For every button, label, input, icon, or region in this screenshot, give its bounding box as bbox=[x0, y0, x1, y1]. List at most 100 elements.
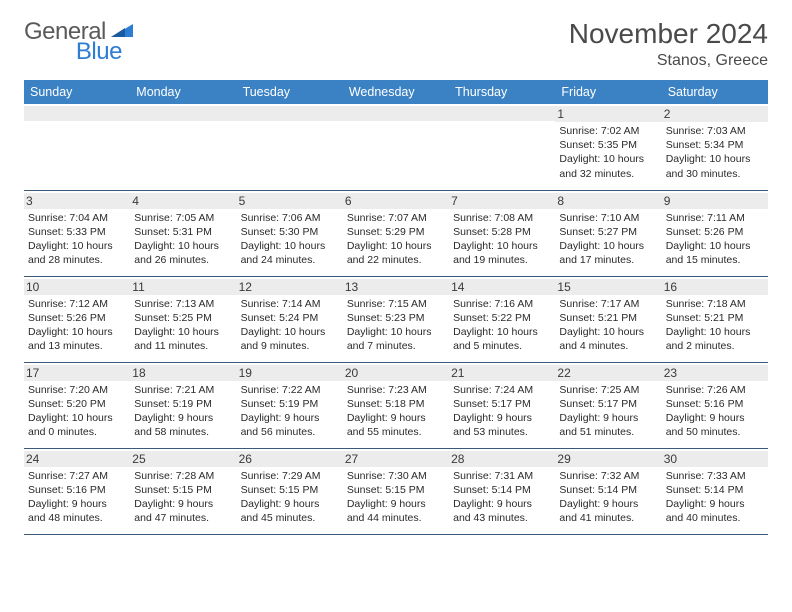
day-cell: 25Sunrise: 7:28 AMSunset: 5:15 PMDayligh… bbox=[130, 448, 236, 534]
day-info: Sunrise: 7:14 AMSunset: 5:24 PMDaylight:… bbox=[241, 297, 339, 354]
day-info: Sunrise: 7:07 AMSunset: 5:29 PMDaylight:… bbox=[347, 211, 445, 268]
day-number: 23 bbox=[662, 365, 768, 381]
weekday-tue: Tuesday bbox=[237, 80, 343, 104]
day-info: Sunrise: 7:02 AMSunset: 5:35 PMDaylight:… bbox=[559, 124, 657, 181]
day-cell bbox=[237, 104, 343, 190]
day-number: 22 bbox=[555, 365, 661, 381]
location: Stanos, Greece bbox=[569, 52, 768, 70]
day-info-line: Daylight: 9 hours bbox=[559, 497, 657, 511]
day-info-line: Sunrise: 7:08 AM bbox=[453, 211, 551, 225]
day-cell: 27Sunrise: 7:30 AMSunset: 5:15 PMDayligh… bbox=[343, 448, 449, 534]
day-cell: 28Sunrise: 7:31 AMSunset: 5:14 PMDayligh… bbox=[449, 448, 555, 534]
day-info-line: Daylight: 10 hours bbox=[666, 325, 764, 339]
day-info-line: Sunset: 5:26 PM bbox=[666, 225, 764, 239]
calendar-page: General Blue November 2024 Stanos, Greec… bbox=[0, 0, 792, 553]
day-number: 7 bbox=[449, 193, 555, 209]
empty-day bbox=[130, 106, 236, 121]
day-info-line: Daylight: 10 hours bbox=[559, 325, 657, 339]
day-info-line: Daylight: 9 hours bbox=[241, 411, 339, 425]
day-info-line: and 50 minutes. bbox=[666, 425, 764, 439]
day-info-line: and 19 minutes. bbox=[453, 253, 551, 267]
day-number: 16 bbox=[662, 279, 768, 295]
day-cell: 19Sunrise: 7:22 AMSunset: 5:19 PMDayligh… bbox=[237, 362, 343, 448]
day-info-line: and 2 minutes. bbox=[666, 339, 764, 353]
day-info-line: Sunrise: 7:22 AM bbox=[241, 383, 339, 397]
day-info-line: and 28 minutes. bbox=[28, 253, 126, 267]
day-info-line: Sunset: 5:17 PM bbox=[559, 397, 657, 411]
day-cell: 10Sunrise: 7:12 AMSunset: 5:26 PMDayligh… bbox=[24, 276, 130, 362]
day-info-line: Daylight: 10 hours bbox=[347, 239, 445, 253]
day-info: Sunrise: 7:24 AMSunset: 5:17 PMDaylight:… bbox=[453, 383, 551, 440]
weekday-wed: Wednesday bbox=[343, 80, 449, 104]
day-info-line: Sunset: 5:20 PM bbox=[28, 397, 126, 411]
day-info: Sunrise: 7:16 AMSunset: 5:22 PMDaylight:… bbox=[453, 297, 551, 354]
day-number: 26 bbox=[237, 451, 343, 467]
day-info: Sunrise: 7:06 AMSunset: 5:30 PMDaylight:… bbox=[241, 211, 339, 268]
day-info-line: and 0 minutes. bbox=[28, 425, 126, 439]
day-info-line: Sunset: 5:15 PM bbox=[241, 483, 339, 497]
day-info-line: Sunrise: 7:04 AM bbox=[28, 211, 126, 225]
empty-day bbox=[343, 106, 449, 121]
day-info-line: Sunrise: 7:02 AM bbox=[559, 124, 657, 138]
day-info-line: Sunset: 5:16 PM bbox=[28, 483, 126, 497]
day-info-line: Sunrise: 7:10 AM bbox=[559, 211, 657, 225]
day-cell: 22 Sunrise: 7:25 AMSunset: 5:17 PMDayligh… bbox=[555, 362, 661, 448]
day-cell: 7Sunrise: 7:08 AMSunset: 5:28 PMDaylight… bbox=[449, 190, 555, 276]
day-cell: 30Sunrise: 7:33 AMSunset: 5:14 PMDayligh… bbox=[662, 448, 768, 534]
day-number: 10 bbox=[24, 279, 130, 295]
day-cell: 13Sunrise: 7:15 AMSunset: 5:23 PMDayligh… bbox=[343, 276, 449, 362]
day-info-line: Sunrise: 7:30 AM bbox=[347, 469, 445, 483]
day-info-line: Daylight: 9 hours bbox=[134, 411, 232, 425]
day-info-line: Sunrise: 7:18 AM bbox=[666, 297, 764, 311]
day-info-line: Sunrise: 7:16 AM bbox=[453, 297, 551, 311]
day-info-line: and 9 minutes. bbox=[241, 339, 339, 353]
day-info-line: Sunrise: 7:06 AM bbox=[241, 211, 339, 225]
day-cell bbox=[24, 104, 130, 190]
day-number: 13 bbox=[343, 279, 449, 295]
day-number: 17 bbox=[24, 365, 130, 381]
day-info-line: Sunrise: 7:31 AM bbox=[453, 469, 551, 483]
day-info-line: and 17 minutes. bbox=[559, 253, 657, 267]
day-info-line: and 40 minutes. bbox=[666, 511, 764, 525]
day-info-line: Sunset: 5:28 PM bbox=[453, 225, 551, 239]
day-info-line: Daylight: 10 hours bbox=[559, 152, 657, 166]
day-cell: 26Sunrise: 7:29 AMSunset: 5:15 PMDayligh… bbox=[237, 448, 343, 534]
weekday-fri: Friday bbox=[555, 80, 661, 104]
day-cell: 5 Sunrise: 7:06 AMSunset: 5:30 PMDaylight… bbox=[237, 190, 343, 276]
day-info-line: Daylight: 10 hours bbox=[453, 325, 551, 339]
day-number: 19 bbox=[237, 365, 343, 381]
empty-day bbox=[449, 106, 555, 121]
day-info-line: and 41 minutes. bbox=[559, 511, 657, 525]
calendar-table: Sunday Monday Tuesday Wednesday Thursday… bbox=[24, 80, 768, 535]
day-cell: 11Sunrise: 7:13 AMSunset: 5:25 PMDayligh… bbox=[130, 276, 236, 362]
day-info: Sunrise: 7:04 AMSunset: 5:33 PMDaylight:… bbox=[28, 211, 126, 268]
day-info: Sunrise: 7:25 AMSunset: 5:17 PMDaylight:… bbox=[559, 383, 657, 440]
day-info-line: Sunrise: 7:26 AM bbox=[666, 383, 764, 397]
day-info: Sunrise: 7:21 AMSunset: 5:19 PMDaylight:… bbox=[134, 383, 232, 440]
day-number: 2 bbox=[662, 106, 768, 122]
day-info: Sunrise: 7:33 AMSunset: 5:14 PMDaylight:… bbox=[666, 469, 764, 526]
day-info-line: and 24 minutes. bbox=[241, 253, 339, 267]
empty-day bbox=[24, 106, 130, 121]
day-info-line: and 5 minutes. bbox=[453, 339, 551, 353]
week-row: 17Sunrise: 7:20 AMSunset: 5:20 PMDayligh… bbox=[24, 362, 768, 448]
day-info-line: and 44 minutes. bbox=[347, 511, 445, 525]
day-number: 5 bbox=[237, 193, 343, 209]
day-cell: 12 Sunrise: 7:14 AMSunset: 5:24 PMDayligh… bbox=[237, 276, 343, 362]
day-info-line: and 11 minutes. bbox=[134, 339, 232, 353]
week-row: 3Sunrise: 7:04 AMSunset: 5:33 PMDaylight… bbox=[24, 190, 768, 276]
day-info: Sunrise: 7:27 AMSunset: 5:16 PMDaylight:… bbox=[28, 469, 126, 526]
day-info: Sunrise: 7:26 AMSunset: 5:16 PMDaylight:… bbox=[666, 383, 764, 440]
day-number: 14 bbox=[449, 279, 555, 295]
day-info-line: and 55 minutes. bbox=[347, 425, 445, 439]
day-info-line: and 58 minutes. bbox=[134, 425, 232, 439]
day-info-line: Sunrise: 7:28 AM bbox=[134, 469, 232, 483]
logo-text-blue: Blue bbox=[76, 38, 122, 66]
weekday-header-row: Sunday Monday Tuesday Wednesday Thursday… bbox=[24, 80, 768, 104]
day-number: 12 bbox=[237, 279, 343, 295]
day-info-line: Daylight: 9 hours bbox=[28, 497, 126, 511]
day-info-line: Sunset: 5:14 PM bbox=[666, 483, 764, 497]
day-info-line: Daylight: 10 hours bbox=[28, 325, 126, 339]
day-info: Sunrise: 7:18 AMSunset: 5:21 PMDaylight:… bbox=[666, 297, 764, 354]
day-info-line: Sunset: 5:24 PM bbox=[241, 311, 339, 325]
